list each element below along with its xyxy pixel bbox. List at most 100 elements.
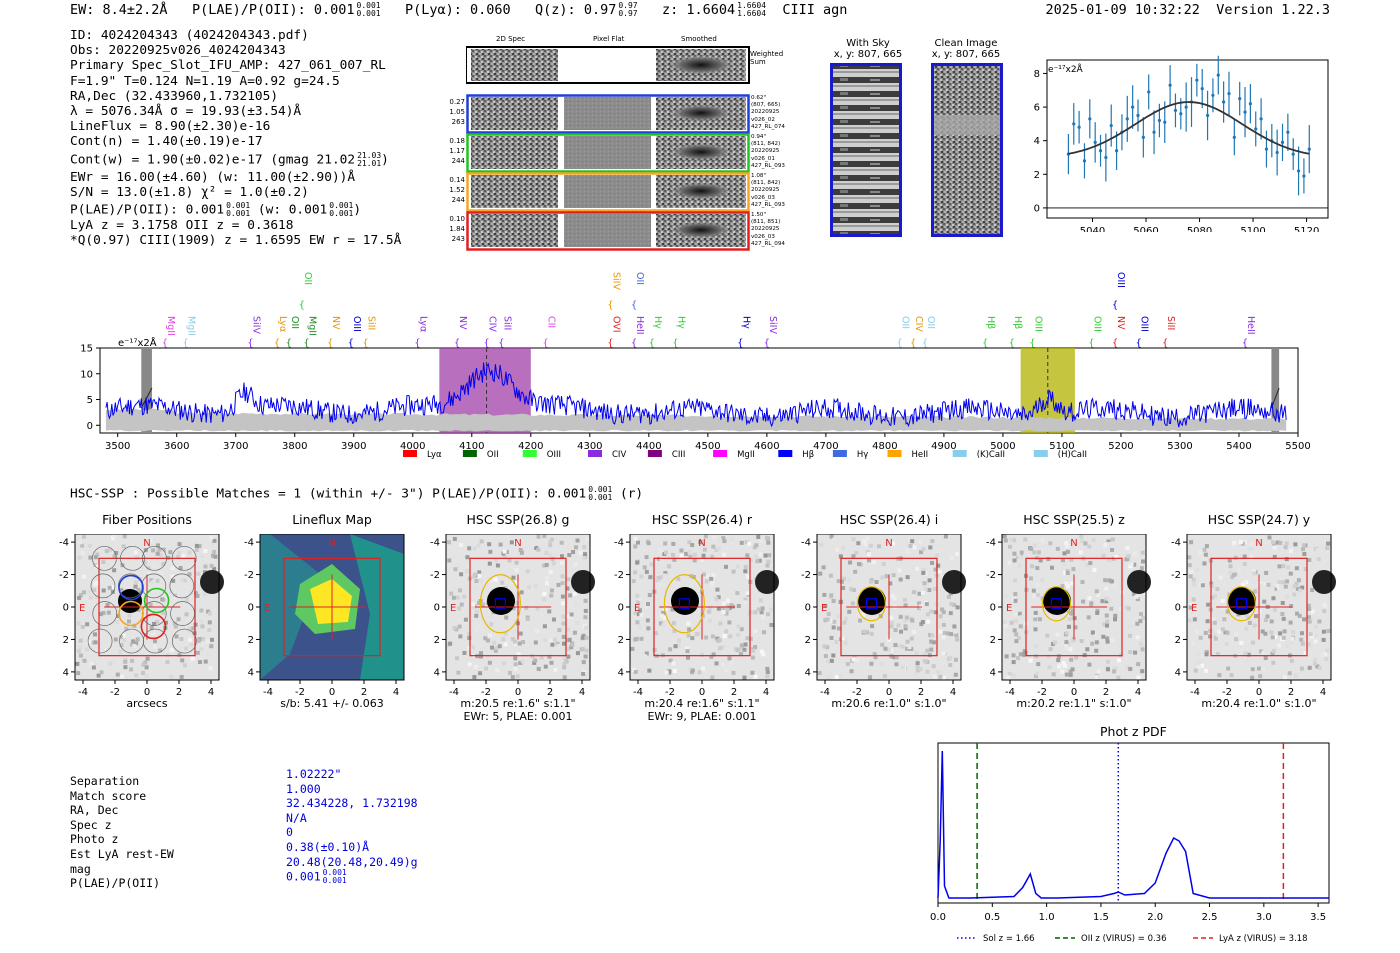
hsc-image-pixel [453,567,458,572]
hsc-image-pixel [1090,641,1095,646]
hsc-image-pixel [1096,669,1101,674]
hsc-image-pixel [863,542,868,547]
hsc-image-pixel [746,574,751,579]
hsc-image-pixel [630,631,635,636]
hsc-image-pixel [115,619,120,624]
line-marker-label: NV [330,316,341,330]
hsc-image-pixel [731,569,736,574]
hsc-image-pixel [1239,640,1244,645]
hsc-image-pixel [1055,632,1060,637]
hsc-image-pixel [144,674,149,679]
header-2d-spec: 2D Spec [496,35,526,43]
hsc-image-pixel [913,672,918,677]
hsc-image-pixel [1215,633,1220,638]
hsc-image-pixel [715,636,720,641]
hsc-image-pixel [135,637,140,642]
hsc-image-pixel [908,543,913,548]
hsc-image-pixel [205,639,210,644]
hsc-image-pixel [157,547,162,552]
hsc-image-pixel [1313,657,1318,662]
smoothed-blob [673,105,729,121]
hsc-image-pixel [200,643,205,648]
spec-xtick-label: 5000 [990,441,1015,452]
zoom-data-point [1259,117,1263,121]
hsc-image-pixel [672,629,677,634]
fiber-highlight [143,587,170,614]
hsc-image-pixel [1307,619,1312,624]
legend-label: OII [487,450,499,460]
north-label: N [698,538,705,549]
hsc-image-pixel [1242,554,1247,559]
cutout-row [466,133,750,173]
hsc-header-tail: (r) [620,486,644,502]
hsc-image-pixel [883,606,888,611]
hsc-image-pixel [1070,608,1075,613]
hsc-image-pixel [543,664,548,669]
hsc-image-pixel [1101,634,1106,639]
hsc-image-pixel [189,642,194,647]
hsc-image-pixel [638,597,643,602]
hsc-image-pixel [1101,553,1106,558]
hsc-image-pixel [153,639,158,644]
hsc-image-pixel [112,554,117,559]
hsc-image-pixel [194,543,199,548]
hsc-image-pixel [874,580,879,585]
hsc-image-pixel [1273,634,1278,639]
hsc-image-pixel [712,535,717,540]
hsc-image-pixel [1258,674,1263,679]
hsc-image-pixel [1324,657,1329,662]
hsc-image-pixel [647,593,652,598]
row-right-value: v026_02 [751,116,775,123]
header-smoothed: Smoothed [681,35,717,43]
hsc-image-pixel [566,627,571,632]
hsc-image-pixel [687,627,692,632]
legend-swatch [778,450,793,457]
spec-ytick-label: 10 [80,369,93,380]
photz-xtick-label: 0.0 [930,912,946,923]
hsc-image-pixel [769,607,774,612]
hsc-image-pixel [1314,624,1319,629]
hsc-image-pixel [548,570,553,575]
zoom-data-point [1286,130,1290,134]
hsc-xtick-label: 4 [1320,687,1326,698]
hsc-image-pixel [1200,663,1205,668]
hsc-image-pixel [122,638,127,643]
hsc-image-pixel [1105,667,1110,672]
hsc-image-pixel [146,565,151,570]
clean-image-xy: x, y: 807, 665 [931,49,1001,60]
hsc-image-pixel [1132,551,1137,556]
hsc-image-pixel [684,551,689,556]
north-label: N [143,538,150,549]
hsc-image-pixel [912,545,917,550]
row-right-value: 1.50" [751,212,767,218]
hsc-image-pixel [489,615,494,620]
hsc-image-pixel [697,660,702,665]
hsc-image-pixel [742,647,747,652]
hsc-xtick-label: 4 [950,687,956,698]
hsc-image-pixel [735,648,740,653]
match-value: 20.48(20.48,20.49)g [286,855,418,870]
hsc-image-pixel [545,581,550,586]
hsc-image-pixel [1048,552,1053,557]
line-marker-brace: { [286,338,292,349]
hsc-image-pixel [495,668,500,673]
hsc-xtick-label: 2 [176,687,182,698]
hsc-image-pixel [101,560,106,565]
hsc-image-pixel [565,614,570,619]
hsc-image-pixel [1204,650,1209,655]
hsc-image-pixel [158,553,163,558]
hsc-image-pixel [121,544,126,549]
hsc-image-pixel [936,670,941,675]
hsc-image-pixel [899,629,904,634]
hsc-image-pixel [668,647,673,652]
line-marker-brace: { [1029,338,1035,349]
hsc-image-pixel [560,574,565,579]
hsc-image-pixel [872,560,877,565]
hsc-image-pixel [1009,620,1014,625]
hsc-image-pixel [652,647,657,652]
hsc-image-pixel [642,654,647,659]
hsc-image-pixel [521,640,526,645]
hsc-caption-2: EWr: 9, PLAE: 0.001 [647,710,757,723]
weighted-sum-label: Weighted Sum [750,50,784,66]
hsc-image-pixel [1210,595,1215,600]
